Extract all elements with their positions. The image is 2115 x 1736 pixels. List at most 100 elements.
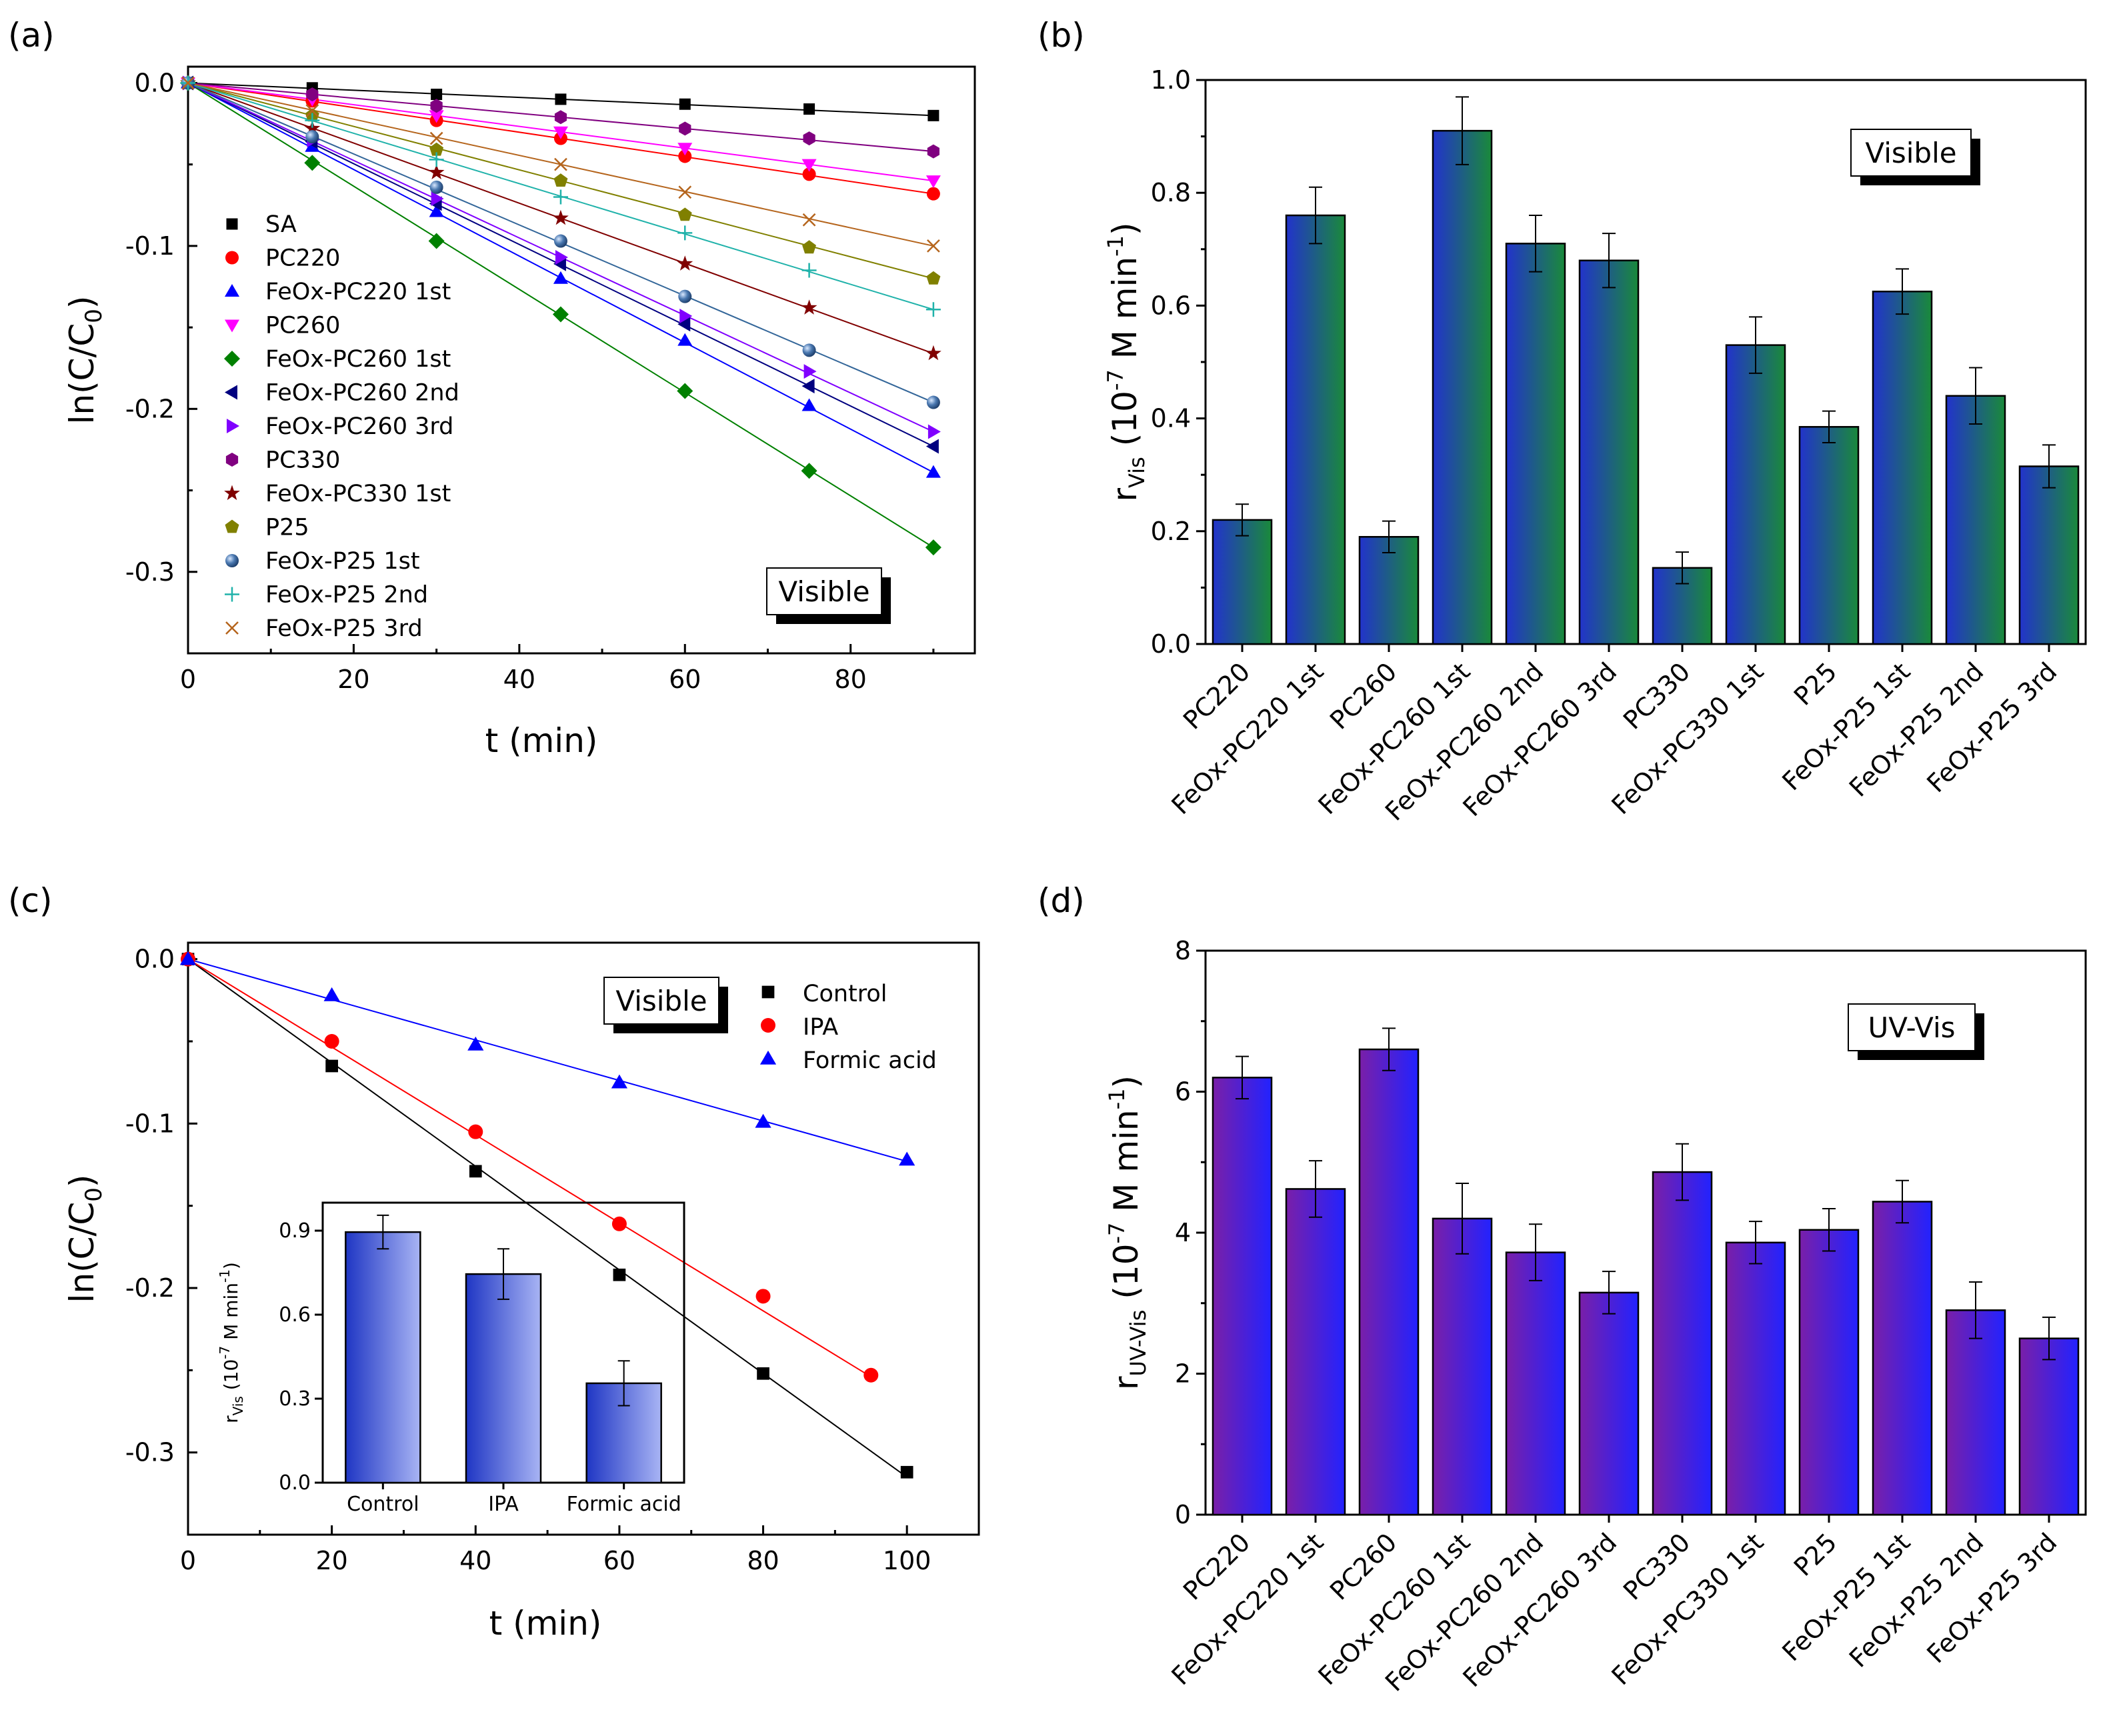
bar xyxy=(1358,536,1420,645)
legend-marker xyxy=(226,218,238,230)
bar xyxy=(1578,259,1640,645)
y-tick-label: 0 xyxy=(1175,1500,1191,1529)
x-tick-label-c: 20 xyxy=(315,1546,347,1575)
legend-marker-c xyxy=(761,1018,775,1033)
bar xyxy=(1725,344,1786,645)
data-point xyxy=(802,343,816,357)
bar xyxy=(1872,1201,1933,1516)
bar xyxy=(2018,1337,2080,1516)
y-tick-label: 0.4 xyxy=(1151,404,1191,433)
data-point xyxy=(553,126,568,139)
x-tick-label-a: 20 xyxy=(337,665,369,694)
data-point-c xyxy=(613,1268,626,1281)
fit-line-c xyxy=(187,958,907,1478)
x-tick-label: P25 xyxy=(1788,1527,1843,1582)
legend-label: FeOx-PC220 1st xyxy=(265,279,451,305)
data-point xyxy=(429,131,443,145)
bar xyxy=(1285,214,1346,645)
bar xyxy=(1505,243,1566,645)
data-point xyxy=(429,110,444,123)
data-point xyxy=(677,317,691,332)
y-tick-label-c: 0.0 xyxy=(135,945,175,974)
x-axis-label-a: t (min) xyxy=(485,721,598,760)
data-point xyxy=(678,149,692,163)
legend-marker xyxy=(225,251,239,265)
legend-label-c: IPA xyxy=(803,1014,838,1041)
y-tick-label-c: -0.1 xyxy=(125,1109,175,1138)
panel-label-d: (d) xyxy=(1037,881,1085,920)
y-tick-label: 2 xyxy=(1175,1359,1191,1389)
y-axis-label-c: ln(C/C0) xyxy=(63,1175,107,1303)
data-point xyxy=(306,87,319,102)
legend-marker-c xyxy=(761,985,775,999)
x-tick-label: FeOx-P25 1st xyxy=(1776,1527,1916,1667)
data-point xyxy=(677,207,692,221)
y-tick-label: 0.8 xyxy=(1151,178,1191,207)
bar xyxy=(1945,1309,2006,1516)
legend-a: SA PC220 FeOx-PC220 1st PC260 FeOx-PC260 1st… xyxy=(224,211,459,642)
annotation-box-c: Visible xyxy=(603,977,728,1033)
x-tick-label-c: 40 xyxy=(459,1546,491,1575)
data-point xyxy=(429,142,444,156)
annotation-box-b: Visible xyxy=(1850,129,1980,185)
legend-marker xyxy=(225,554,239,567)
legend-label: FeOx-PC330 1st xyxy=(265,481,451,507)
data-point-c xyxy=(179,951,197,965)
inset-y-tick-label: 0.6 xyxy=(279,1303,311,1327)
bar xyxy=(1432,1217,1493,1516)
annotation-box-d: UV-Vis xyxy=(1848,1003,1984,1060)
y-axis-label-d: rUV-Vis(10-7 M min-1) xyxy=(1104,1075,1151,1390)
y-tick-label-a: -0.2 xyxy=(125,394,175,423)
data-point xyxy=(678,289,692,303)
panel-label-c: (c) xyxy=(8,881,53,920)
legend-label: PC220 xyxy=(265,245,340,272)
data-point xyxy=(431,89,443,101)
data-point xyxy=(801,463,817,479)
data-point xyxy=(678,185,692,199)
data-point-c xyxy=(468,1124,483,1139)
data-point-c xyxy=(863,1367,879,1383)
data-point xyxy=(429,152,444,167)
y-tick-label: 6 xyxy=(1175,1077,1191,1107)
bar xyxy=(1945,395,2006,645)
inset-chart-c: 0.0 0.3 0.6 0.9 Control IPA Formic acid rVis (… xyxy=(217,1201,685,1516)
legend-label-c: Formic acid xyxy=(803,1047,937,1074)
inset-y-tick-label: 0.3 xyxy=(279,1387,311,1411)
data-point xyxy=(554,157,567,171)
data-point xyxy=(553,209,569,225)
legend-c: Control IPA Formic acid xyxy=(759,981,937,1074)
y-tick-label-a: 0.0 xyxy=(135,68,175,97)
data-point xyxy=(430,99,443,113)
legend-label: FeOx-P25 2nd xyxy=(265,582,428,609)
data-point xyxy=(803,103,815,115)
panel-c: (c) 0 20 40 60 80 100 0.0 -0.1 -0.2 -0.3 Control I… xyxy=(8,881,980,1643)
y-tick-label-a: -0.1 xyxy=(125,231,175,261)
data-point xyxy=(802,213,816,227)
annotation-box-a: Visible xyxy=(766,567,891,624)
data-point xyxy=(304,120,321,135)
x-axis-label-c: t (min) xyxy=(489,1604,602,1643)
inset-x-tick-label: Formic acid xyxy=(567,1493,681,1516)
x-tick-label: FeOx-P25 1st xyxy=(1776,657,1916,796)
data-point xyxy=(926,271,941,285)
data-point-c xyxy=(469,1165,482,1178)
legend-label: FeOx-P25 1st xyxy=(265,548,420,575)
legend-marker xyxy=(225,319,239,333)
legend-marker xyxy=(225,519,239,533)
data-point xyxy=(305,130,319,144)
data-point xyxy=(926,187,940,201)
x-tick-label-c: 60 xyxy=(603,1546,635,1575)
data-point-c xyxy=(467,1036,484,1051)
inset-bars xyxy=(345,1214,662,1484)
data-point xyxy=(801,379,815,394)
bar xyxy=(2018,465,2080,645)
inset-y-tick-label: 0.9 xyxy=(279,1219,311,1243)
data-point xyxy=(679,309,693,323)
data-point xyxy=(802,240,816,254)
bar xyxy=(1505,1251,1566,1516)
x-tick-label: FeOx-P25 2nd xyxy=(1844,657,1989,802)
inset-x-tick-label: Control xyxy=(347,1493,419,1516)
data-point xyxy=(305,113,320,128)
legend-label: P25 xyxy=(265,515,309,541)
x-tick-label: FeOx-P25 2nd xyxy=(1844,1527,1989,1673)
